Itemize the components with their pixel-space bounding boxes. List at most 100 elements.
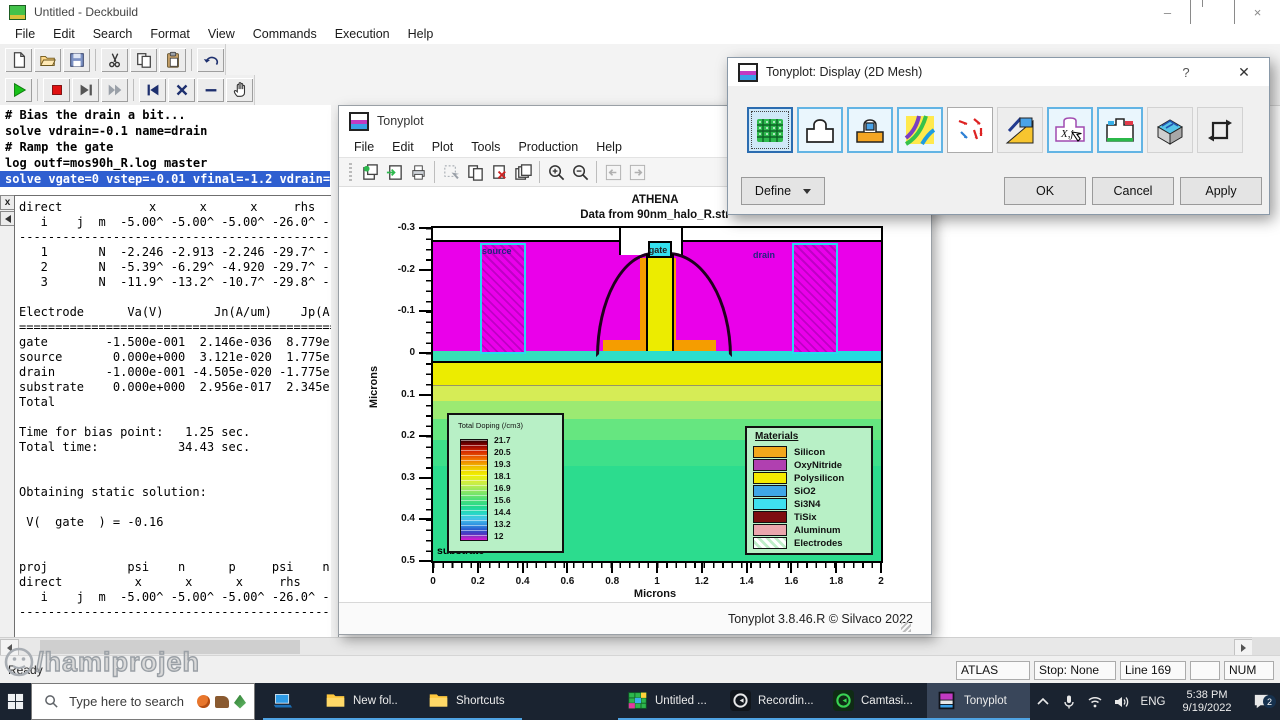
microphone-icon[interactable]: [1056, 694, 1082, 710]
apply-button[interactable]: Apply: [1180, 177, 1262, 205]
taskbar-button-camtasi-[interactable]: Camtasi...: [824, 683, 927, 720]
import-button[interactable]: [382, 161, 406, 183]
minimize-button[interactable]: –: [1163, 4, 1172, 20]
regions-icon-button[interactable]: [797, 107, 843, 153]
history-forward-button[interactable]: [625, 161, 649, 183]
spacer-left: [640, 258, 646, 351]
x-axis-tick: [521, 561, 524, 573]
restore-icon: [1190, 0, 1235, 25]
taskbar-button-recordin-[interactable]: Recordin...: [721, 683, 824, 720]
editor-line[interactable]: solve vdrain=-0.1 name=drain: [5, 124, 208, 138]
copy-button[interactable]: [130, 47, 157, 72]
menu-commands[interactable]: Commands: [252, 27, 317, 41]
run-button[interactable]: [5, 78, 32, 102]
history-back-button[interactable]: [601, 161, 625, 183]
doping-contour-line: [433, 385, 881, 386]
pause-line-button[interactable]: [197, 78, 224, 102]
print-button[interactable]: [406, 161, 430, 183]
restore-button[interactable]: [1190, 0, 1235, 25]
zoom-out-button[interactable]: [568, 161, 592, 183]
tp-menu-edit[interactable]: Edit: [392, 139, 414, 154]
menu-format[interactable]: Format: [150, 27, 190, 41]
labels-icon-button[interactable]: X,j: [1047, 107, 1093, 153]
menu-edit[interactable]: Edit: [53, 27, 75, 41]
cycle-icon-button[interactable]: [1197, 107, 1243, 153]
tp-menu-tools[interactable]: Tools: [471, 139, 501, 154]
go-first-button[interactable]: [139, 78, 166, 102]
tp-menu-production[interactable]: Production: [518, 139, 579, 154]
help-button[interactable]: ?: [1182, 64, 1190, 80]
select-region-button[interactable]: [439, 161, 463, 183]
duplicate-plot-button[interactable]: [511, 161, 535, 183]
x-axis-tick-label: 0.8: [605, 576, 620, 587]
taskbar-button-untitled-[interactable]: Untitled ...: [618, 683, 721, 720]
plot-frame[interactable]: source gate drain substrate Total Doping…: [398, 222, 884, 587]
paste-button[interactable]: [159, 47, 186, 72]
define-button[interactable]: Define: [741, 177, 825, 205]
cut-button[interactable]: [101, 47, 128, 72]
ok-button[interactable]: OK: [1004, 177, 1086, 205]
output-vscrollbar[interactable]: [331, 105, 338, 637]
overlay-button[interactable]: [358, 161, 382, 183]
junctions-icon-button[interactable]: [1097, 107, 1143, 153]
tray-chevron-icon[interactable]: [1030, 694, 1056, 710]
step-button[interactable]: [72, 78, 99, 102]
materials-icon-button[interactable]: [847, 107, 893, 153]
taskbar-search[interactable]: Type here to search: [31, 683, 255, 720]
volume-icon[interactable]: [1108, 694, 1134, 710]
grab-button[interactable]: [226, 78, 253, 102]
deck-editor[interactable]: # Bias the drain a bit... solve vdrain=-0…: [0, 107, 345, 187]
cancel-button[interactable]: Cancel: [1092, 177, 1174, 205]
vectors-icon-button[interactable]: [947, 107, 993, 153]
menu-help[interactable]: Help: [407, 27, 434, 41]
scrollbar-thumb[interactable]: [40, 640, 300, 654]
menu-view[interactable]: View: [207, 27, 235, 41]
runtime-output[interactable]: direct x x x rhs rh i j m -5.00^ -5.00^ …: [19, 200, 332, 619]
surface-3d-icon-button[interactable]: [1147, 107, 1193, 153]
resize-grip-icon[interactable]: [901, 622, 911, 632]
save-file-button[interactable]: [63, 47, 90, 72]
taskbar-button-tonyplot[interactable]: Tonyplot: [927, 683, 1030, 720]
tp-menu-file[interactable]: File: [354, 139, 375, 154]
editor-line[interactable]: solve vgate=0 vstep=-0.01 vfinal=-1.2 vd…: [0, 171, 345, 187]
new-file-button[interactable]: [5, 47, 32, 72]
output-pane: x direct x x x rhs rh i j m -5.00^ -5.00…: [0, 195, 332, 639]
tp-menu-plot[interactable]: Plot: [431, 139, 454, 154]
contours-icon-button[interactable]: [897, 107, 943, 153]
editor-line[interactable]: # Ramp the gate: [5, 140, 114, 154]
network-icon[interactable]: [1082, 694, 1108, 710]
taskbar-button-shortcuts[interactable]: Shortcuts: [419, 683, 522, 720]
taskbar-button-new-fol-[interactable]: New fol..: [316, 683, 419, 720]
zoom-in-button[interactable]: [544, 161, 568, 183]
stop-button[interactable]: [43, 78, 70, 102]
editor-line[interactable]: log outf=mos90h_R.log master: [5, 156, 208, 170]
y-axis-tick-label: 0: [409, 346, 415, 358]
notification-center-icon[interactable]: 2: [1242, 692, 1280, 711]
menu-file[interactable]: File: [15, 27, 36, 41]
boot-icon: [215, 695, 229, 708]
editor-line[interactable]: # Bias the drain a bit...: [5, 108, 186, 122]
language-indicator[interactable]: ENG: [1140, 695, 1166, 708]
doping-legend-title: Total Doping (/cm3): [458, 421, 524, 430]
close-output-button[interactable]: x: [0, 195, 15, 210]
tp-menu-help[interactable]: Help: [596, 139, 622, 154]
close-button[interactable]: ×: [1253, 4, 1262, 20]
collapse-output-button[interactable]: [0, 211, 15, 226]
run-toolbar: [0, 75, 255, 105]
clock[interactable]: 5:38 PM 9/19/2022: [1172, 689, 1242, 715]
delete-plot-button[interactable]: [487, 161, 511, 183]
run-to-button[interactable]: [101, 78, 128, 102]
copy-plot-button[interactable]: [463, 161, 487, 183]
horizontal-scrollbar[interactable]: [0, 637, 1270, 657]
y-axis-tick: [419, 393, 433, 396]
open-file-button[interactable]: [34, 47, 61, 72]
menu-search[interactable]: Search: [92, 27, 133, 41]
dialog-close-button[interactable]: ✕: [1238, 63, 1250, 80]
start-button[interactable]: [0, 683, 31, 720]
undo-button[interactable]: [197, 47, 224, 72]
kill-button[interactable]: [168, 78, 195, 102]
taskbar-button-pc[interactable]: [263, 683, 316, 720]
mesh-icon-button[interactable]: [747, 107, 793, 153]
flowlines-icon-button[interactable]: [997, 107, 1043, 153]
menu-execution[interactable]: Execution: [334, 27, 390, 41]
